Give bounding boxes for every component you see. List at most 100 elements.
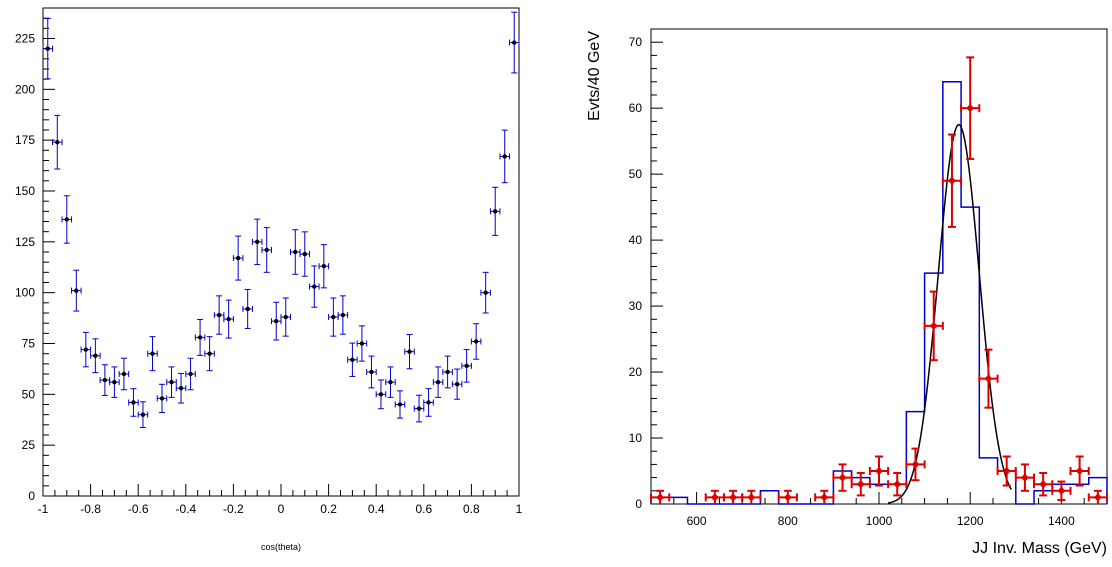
data-marker [1020,473,1029,482]
x-tick-label: -0.2 [223,502,244,516]
data-point [242,288,253,329]
data-point [42,18,54,80]
data-point [147,336,158,372]
data-point [156,383,168,413]
data-marker [875,467,883,476]
data-marker [74,288,79,293]
x-tick-label: 0.2 [320,502,337,516]
data-marker [340,312,346,318]
data-marker [140,412,146,417]
data-marker [112,379,117,385]
data-marker [321,264,327,269]
y-tick-label: 40 [629,233,643,247]
y-tick-label: 175 [15,133,35,147]
data-marker [710,493,719,502]
y-tick-label: 0 [28,489,35,503]
data-point [470,323,482,360]
data-marker [274,318,279,324]
data-point [347,342,358,377]
data-marker [729,493,738,502]
data-marker [1057,486,1066,495]
data-point [356,325,368,362]
data-marker [121,371,127,377]
data-point [366,355,377,389]
data-point [185,357,196,391]
data-marker [255,239,260,245]
data-point [61,195,73,244]
data-point [270,301,282,341]
data-point [1014,463,1036,492]
data-point [299,231,311,277]
data-point [261,227,272,273]
data-point [328,297,339,337]
data-marker [188,371,193,377]
data-marker [435,379,441,385]
y-tick-label: 60 [629,101,643,115]
data-point [213,295,225,335]
data-marker [378,392,384,397]
data-marker [83,347,89,352]
data-point [722,489,744,504]
data-marker [197,335,203,340]
data-point [480,271,491,314]
data-point [137,401,149,429]
y-tick-label: 20 [629,365,643,379]
data-point [996,455,1017,487]
data-point [394,390,406,419]
x-axis-title: cos(theta) [261,542,301,552]
data-marker [150,351,155,356]
x-tick-label: 1200 [957,514,984,528]
data-point [432,366,444,398]
gaussian-fit-curve [887,123,1012,504]
data-point [99,364,111,396]
data-point [318,244,330,289]
data-point [832,463,853,492]
plot-frame [42,7,520,497]
data-marker [407,349,412,354]
data-marker [312,284,317,289]
data-marker [102,377,108,383]
data-point [499,129,510,184]
data-marker [493,209,498,214]
histogram-outline [650,81,1108,505]
data-point [337,295,349,335]
data-marker [283,314,288,320]
data-point [887,471,908,497]
data-marker [445,369,450,375]
data-point [814,489,835,504]
data-point [442,355,453,389]
data-point [960,56,981,160]
data-marker [984,374,993,383]
data-marker [893,480,902,489]
data-point [175,372,187,404]
data-marker [64,217,70,222]
y-tick-label: 30 [629,299,643,313]
mass-distribution-panel: 0 10 20 30 40 50 60 70 600 800 1000 1200 1400 JJ Inv.… [586,28,1108,557]
data-marker [131,400,136,405]
plot-frame [650,28,1108,505]
data-marker [245,306,250,312]
angular-distribution-panel: 0 25 50 75 100 125 150 175 200 225 -1 -0.8 -0.6 -0.4 -… [15,7,523,552]
data-point [280,297,292,337]
data-point [109,366,120,398]
data-point [905,447,926,482]
x-tick-label: -0.8 [80,502,101,516]
data-marker [820,493,829,502]
data-point [71,269,82,312]
data-marker [293,249,298,255]
data-marker [1002,467,1011,476]
data-point [232,235,244,281]
data-marker [747,493,756,502]
data-point [118,357,130,391]
x-tick-label: -1 [38,502,49,516]
x-tick-label: 1400 [1048,514,1075,528]
data-marker [331,314,336,320]
x-tick-label: 800 [778,514,798,528]
data-point [423,388,434,417]
data-marker [350,357,355,362]
data-point [128,388,139,417]
data-point [90,338,101,374]
data-marker [1039,480,1048,489]
x-tick-label: 0.6 [415,502,432,516]
